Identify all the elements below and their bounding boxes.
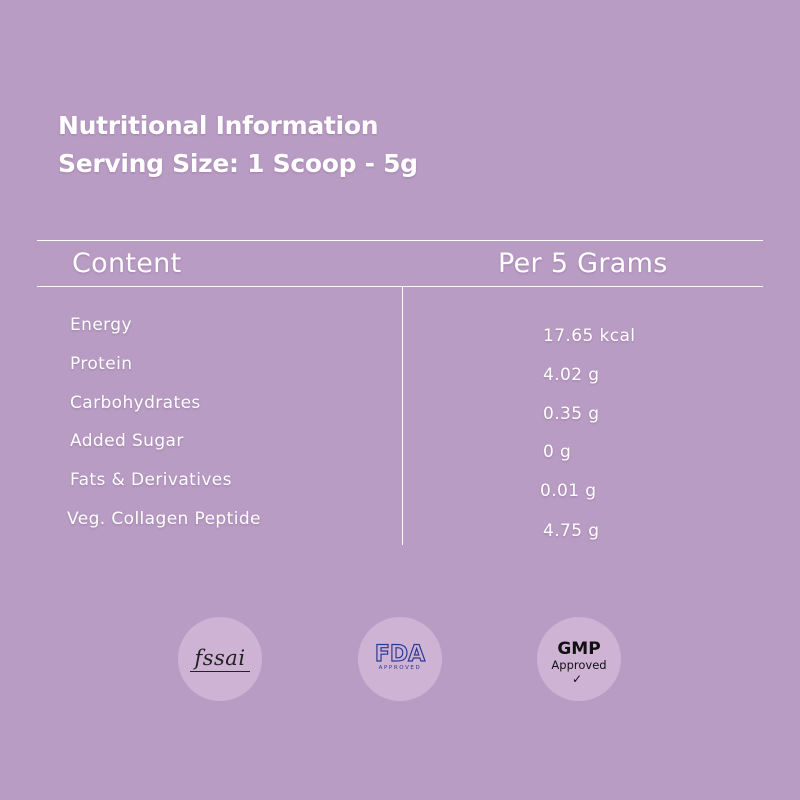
gmp-approved-badge: GMP Approved ✓	[537, 617, 621, 701]
fssai-underline	[190, 671, 250, 672]
nutrient-name-protein: Protein	[70, 354, 133, 374]
fda-logo-icon: FDA	[374, 642, 426, 664]
fda-approved-badge: FDA APPROVED	[358, 617, 442, 701]
gmp-label: GMP	[557, 639, 601, 659]
svg-text:FDA: FDA	[375, 642, 425, 664]
nutrient-name-carbohydrates: Carbohydrates	[70, 393, 201, 413]
column-header-per-5-grams: Per 5 Grams	[498, 248, 668, 279]
nutrient-value-energy: 17.65 kcal	[543, 326, 636, 346]
gmp-approved-label: Approved	[551, 658, 607, 672]
nutrient-name-fats: Fats & Derivatives	[70, 470, 232, 490]
column-divider	[402, 287, 403, 545]
table-header-rule	[37, 286, 763, 287]
nutrient-value-fats: 0.01 g	[540, 481, 597, 501]
fssai-logo-icon: fssai	[194, 646, 246, 670]
table-top-rule	[37, 240, 763, 241]
fssai-badge: fssai	[178, 617, 262, 701]
nutrient-value-collagen-peptide: 4.75 g	[543, 521, 600, 541]
nutrient-value-protein: 4.02 g	[543, 365, 600, 385]
fda-approved-label: APPROVED	[378, 665, 422, 671]
nutrient-name-collagen-peptide: Veg. Collagen Peptide	[67, 509, 261, 529]
nutrient-value-added-sugar: 0 g	[543, 442, 572, 462]
serving-size: Serving Size: 1 Scoop - 5g	[58, 149, 418, 178]
nutrition-heading: Nutritional Information Serving Size: 1 …	[58, 107, 418, 183]
nutrient-name-added-sugar: Added Sugar	[70, 431, 184, 451]
column-header-content: Content	[72, 248, 182, 279]
nutrient-name-energy: Energy	[70, 315, 132, 335]
nutrient-value-carbohydrates: 0.35 g	[543, 404, 600, 424]
page-title: Nutritional Information	[58, 111, 379, 140]
checkmark-icon: ✓	[572, 672, 583, 686]
